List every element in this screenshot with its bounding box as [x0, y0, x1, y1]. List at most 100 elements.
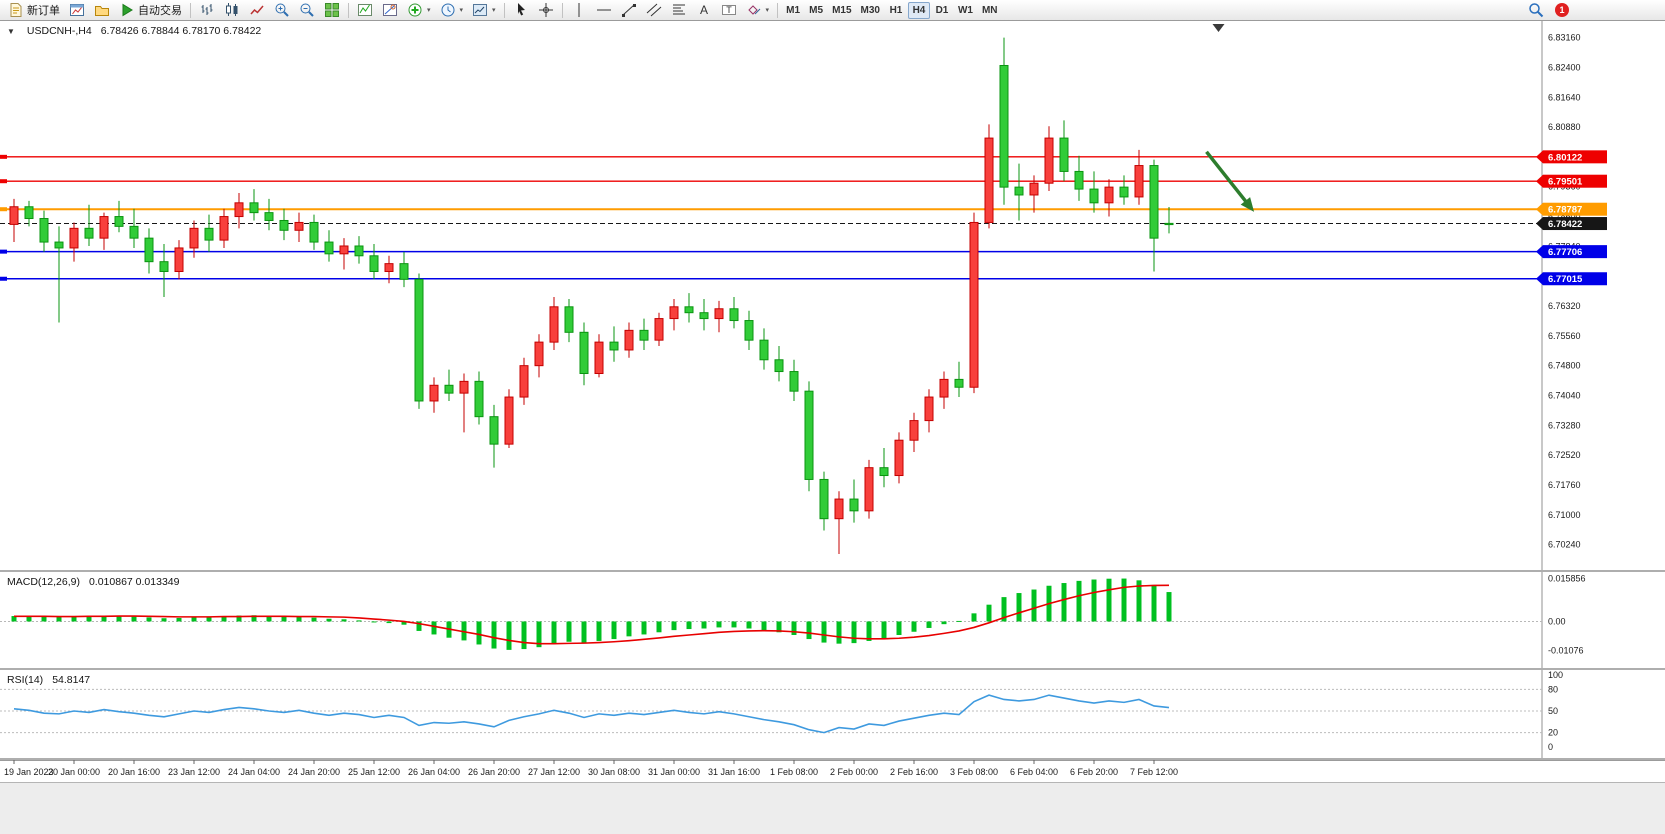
price-badge-text: 6.77706 — [1548, 247, 1582, 258]
timeframe-m30[interactable]: M30 — [857, 2, 884, 19]
shapes-button[interactable]: ▾ — [742, 1, 774, 19]
search-icon — [1528, 2, 1544, 18]
chart-shift-marker[interactable] — [1212, 24, 1225, 32]
time-axis-label: 31 Jan 16:00 — [708, 767, 760, 777]
profiles-button[interactable] — [90, 1, 114, 19]
charts-button[interactable] — [65, 1, 89, 19]
candle-body — [669, 306, 679, 320]
timeframe-m15[interactable]: M15 — [828, 2, 855, 19]
price-badge-rect — [1543, 272, 1607, 286]
candle — [399, 251, 409, 288]
macd-histogram-bar — [101, 615, 107, 622]
candlestick-chart[interactable]: 6.831606.824006.816406.808806.801206.793… — [0, 21, 1665, 570]
timeframe-h4[interactable]: H4 — [907, 1, 930, 19]
candle-body — [579, 331, 589, 375]
line-chart-button[interactable] — [245, 1, 269, 19]
candle — [204, 214, 214, 252]
candle — [354, 236, 364, 264]
candle — [624, 322, 634, 358]
panel-separator[interactable] — [0, 570, 1665, 572]
indicator-list-button[interactable] — [353, 1, 377, 19]
zoom-out-button[interactable] — [295, 1, 319, 19]
trend-arrow-line[interactable] — [1205, 150, 1250, 206]
time-scale[interactable]: 19 Jan 2023 20 Jan 00:00 20 Jan 16:00 23 Ja… — [0, 760, 1665, 782]
new-order-button[interactable]: 新订单 — [4, 1, 64, 19]
rsi-label: RSI(14) — [7, 674, 44, 686]
horizontal-line-button[interactable] — [592, 1, 616, 19]
bar-chart-button[interactable] — [195, 1, 219, 19]
price-badge: 6.78422 — [1536, 217, 1607, 231]
price-badge-rect — [1543, 150, 1607, 164]
macd-histogram-bar — [626, 621, 632, 637]
macd-histogram-bar — [566, 621, 572, 642]
price-badge-arrow — [1536, 174, 1543, 188]
candle-body — [279, 219, 289, 231]
main-chart-panel[interactable]: ▼ USDCNH-,H4 6.78426 6.78844 6.78170 6.7… — [0, 21, 1665, 570]
candle — [444, 369, 454, 401]
candle — [1134, 149, 1144, 205]
time-axis-label: 7 Feb 12:00 — [1130, 767, 1178, 777]
cursor-button[interactable] — [509, 1, 533, 19]
time-axis-label: 23 Jan 12:00 — [168, 767, 220, 777]
candle — [894, 432, 904, 484]
trendline-button[interactable] — [617, 1, 641, 19]
candle — [789, 359, 799, 401]
timeframe-m1[interactable]: M1 — [782, 2, 804, 19]
timeframe-mn[interactable]: MN — [978, 2, 1002, 19]
fibonacci-button[interactable] — [667, 1, 691, 19]
candle-chart-button[interactable] — [220, 1, 244, 19]
text-button[interactable]: A — [692, 1, 716, 19]
crosshair-button[interactable] — [534, 1, 558, 19]
one-click-trading-icon[interactable]: ▼ — [7, 26, 15, 36]
macd-histogram-bar — [1091, 579, 1097, 622]
timeframe-d1[interactable]: D1 — [931, 2, 953, 19]
candle — [564, 298, 574, 343]
rsi-panel[interactable]: RSI(14) 54.8147 100 80 50 20 0 — [0, 670, 1665, 758]
macd-histogram-bar — [221, 616, 227, 622]
candle-body — [204, 227, 214, 241]
shapes-icon — [746, 2, 762, 18]
candle — [534, 334, 544, 378]
candle-body — [1044, 137, 1054, 184]
candle — [804, 381, 814, 492]
candle — [984, 124, 994, 229]
candle-body — [69, 227, 79, 249]
candle-body — [759, 339, 769, 361]
candle — [549, 296, 559, 350]
toolbar-separator — [503, 2, 505, 18]
candle-body — [819, 478, 829, 520]
panel-separator[interactable] — [0, 668, 1665, 670]
macd-histogram-bar — [836, 621, 842, 644]
macd-panel[interactable]: MACD(12,26,9) 0.010867 0.013349 0.015856… — [0, 572, 1665, 668]
object-list-icon — [382, 2, 398, 18]
rsi-chart[interactable]: 100 80 50 20 0 — [0, 670, 1665, 758]
candle — [54, 226, 64, 323]
candle-body — [189, 227, 199, 249]
notification-badge[interactable]: 1 — [1555, 3, 1569, 17]
candle — [954, 361, 964, 398]
macd-histogram-bar — [266, 615, 272, 622]
candle — [249, 189, 259, 221]
zoom-in-button[interactable] — [270, 1, 294, 19]
channel-button[interactable] — [642, 1, 666, 19]
macd-chart[interactable]: 0.015856 0.00 -0.01076 — [0, 572, 1665, 668]
macd-histogram-bar — [206, 616, 212, 622]
add-indicator-button[interactable]: ▾ — [403, 1, 435, 19]
auto-trading-button[interactable]: 自动交易 — [115, 1, 186, 19]
period-button[interactable]: ▾ — [436, 1, 468, 19]
timeframe-h1[interactable]: H1 — [885, 2, 907, 19]
vertical-line-button[interactable] — [567, 1, 591, 19]
label-button[interactable]: T — [717, 1, 741, 19]
search-button[interactable] — [1524, 1, 1548, 19]
object-list-button[interactable] — [378, 1, 402, 19]
timeframe-m5[interactable]: M5 — [805, 2, 827, 19]
macd-histogram-bar — [866, 621, 872, 641]
price-badge-arrow — [1536, 202, 1543, 216]
tile-windows-button[interactable] — [320, 1, 344, 19]
timeframe-w1[interactable]: W1 — [954, 2, 977, 19]
panel-separator[interactable] — [0, 758, 1665, 760]
trend-arrow-head[interactable] — [1240, 197, 1255, 212]
template-button[interactable]: ▾ — [468, 1, 500, 19]
candle — [1074, 155, 1084, 201]
candle-body — [339, 245, 349, 255]
